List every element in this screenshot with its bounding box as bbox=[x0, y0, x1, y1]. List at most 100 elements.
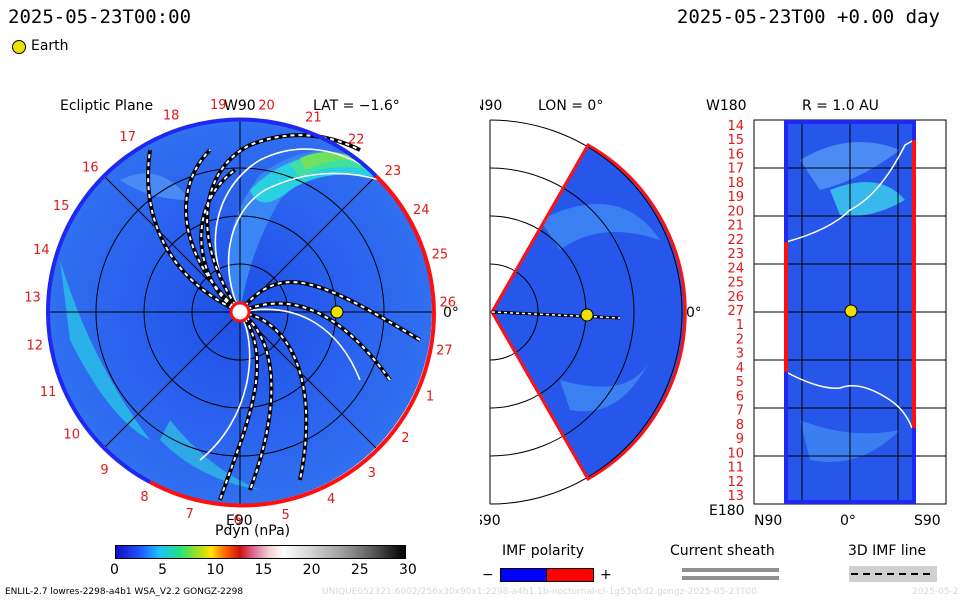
ecliptic-carrington-label: 8 bbox=[140, 490, 148, 505]
radial-y-tick: 1 bbox=[736, 318, 744, 333]
radial-y-tick: 6 bbox=[736, 389, 744, 404]
ecliptic-plane-plot: Ecliptic Plane W90 LAT = −1.6° E90 0° 19… bbox=[24, 98, 459, 529]
current-sheath-title: Current sheath bbox=[670, 543, 775, 559]
radial-y-tick: 14 bbox=[727, 119, 744, 134]
meridional-right-label: 0° bbox=[686, 305, 700, 321]
earth-legend-label: Earth bbox=[31, 38, 69, 54]
imf-line-title: 3D IMF line bbox=[848, 543, 927, 559]
ecliptic-carrington-label: 18 bbox=[163, 109, 180, 124]
imf-polarity-positive-swatch bbox=[546, 568, 594, 582]
radial-y-tick: 10 bbox=[727, 446, 744, 461]
colorbar-tick-label: 0 bbox=[110, 562, 119, 578]
current-sheath-line-1 bbox=[682, 568, 779, 572]
ecliptic-bottom-label: E90 bbox=[226, 513, 253, 529]
radial-x-tick-s90: S90 bbox=[914, 513, 941, 529]
ecliptic-carrington-label: 16 bbox=[82, 161, 99, 176]
earth-marker-ecliptic bbox=[330, 305, 344, 319]
radial-plot: W180 R = 1.0 AU E180 N90 0° S90 14151617… bbox=[706, 98, 947, 529]
radial-y-tick: 26 bbox=[727, 290, 744, 305]
ecliptic-carrington-label: 25 bbox=[432, 248, 449, 263]
radial-top-left: W180 bbox=[706, 98, 747, 114]
radial-x-tick-n90: N90 bbox=[754, 513, 782, 529]
radial-y-tick: 16 bbox=[727, 148, 744, 163]
radial-y-tick: 5 bbox=[736, 375, 744, 390]
ecliptic-carrington-label: 5 bbox=[281, 508, 289, 523]
radial-y-tick: 25 bbox=[727, 276, 744, 291]
colorbar-tick-label: 15 bbox=[254, 562, 273, 578]
ecliptic-carrington-label: 6 bbox=[233, 513, 241, 528]
radial-y-tick: 11 bbox=[727, 461, 744, 476]
radial-y-tick: 24 bbox=[727, 261, 744, 276]
colorbar-gradient bbox=[115, 545, 406, 559]
ecliptic-right-label: 0° bbox=[443, 305, 459, 321]
ecliptic-carrington-label: 20 bbox=[258, 99, 275, 114]
radial-y-tick: 27 bbox=[727, 304, 744, 319]
ecliptic-carrington-label: 2 bbox=[401, 431, 409, 446]
earth-marker-meridional bbox=[580, 308, 594, 322]
colorbar-tick-label: 30 bbox=[399, 562, 417, 578]
colorbar-tick-label: 20 bbox=[302, 562, 321, 578]
footer-run-id: UNIQUE052321:6002/256x30x90x1:2298-a4b1.… bbox=[322, 587, 757, 597]
header-right-time: 2025-05-23T00 +0.00 day bbox=[676, 6, 940, 28]
ecliptic-carrington-label: 9 bbox=[100, 463, 108, 478]
colorbar-tick-label: 25 bbox=[350, 562, 369, 578]
meridional-plot: N90 LON = 0° S90 0° bbox=[480, 98, 700, 529]
radial-y-tick: 21 bbox=[727, 219, 744, 234]
ecliptic-carrington-label: 22 bbox=[348, 133, 365, 148]
ecliptic-carrington-label: 19 bbox=[210, 98, 227, 113]
earth-legend-marker bbox=[12, 40, 26, 54]
radial-y-tick: 8 bbox=[736, 418, 744, 433]
radial-y-tick: 2 bbox=[736, 333, 744, 348]
footer-model: ENLIL-2.7 lowres-2298-a4b1 WSA_V2.2 GONG… bbox=[5, 587, 244, 597]
ecliptic-carrington-label: 23 bbox=[385, 164, 402, 179]
radial-y-tick: 3 bbox=[736, 347, 744, 362]
meridional-top-label: N90 bbox=[480, 98, 502, 114]
radial-title: R = 1.0 AU bbox=[802, 98, 879, 114]
ecliptic-carrington-label: 10 bbox=[63, 427, 80, 442]
ecliptic-carrington-label: 17 bbox=[119, 130, 136, 145]
ecliptic-carrington-label: 21 bbox=[305, 110, 322, 125]
ecliptic-carrington-label: 27 bbox=[436, 344, 453, 359]
ecliptic-carrington-label: 26 bbox=[440, 295, 457, 310]
header-left-time: 2025-05-23T00:00 bbox=[8, 6, 192, 28]
ecliptic-top-label: W90 bbox=[224, 98, 256, 114]
imf-line-swatch bbox=[849, 566, 937, 582]
imf-polarity-minus: − bbox=[482, 567, 494, 583]
ecliptic-carrington-label: 1 bbox=[426, 390, 434, 405]
current-sheath-line-2 bbox=[682, 576, 779, 580]
ecliptic-carrington-label: 4 bbox=[327, 492, 335, 507]
imf-polarity-negative-swatch bbox=[500, 568, 548, 582]
radial-y-tick: 7 bbox=[736, 404, 744, 419]
radial-y-tick: 20 bbox=[727, 204, 744, 219]
ecliptic-lat-label: LAT = −1.6° bbox=[313, 98, 400, 114]
ecliptic-carrington-label: 13 bbox=[24, 291, 41, 306]
radial-y-tick: 19 bbox=[727, 190, 744, 205]
ecliptic-carrington-label: 24 bbox=[413, 203, 430, 218]
footer-date: 2025-05-23 bbox=[912, 587, 960, 597]
radial-y-tick: 15 bbox=[727, 133, 744, 148]
meridional-title: LON = 0° bbox=[538, 98, 603, 114]
radial-y-tick: 17 bbox=[727, 162, 744, 177]
colorbar-tick-label: 10 bbox=[206, 562, 225, 578]
radial-y-tick: 23 bbox=[727, 247, 744, 262]
radial-y-tick: 9 bbox=[736, 432, 744, 447]
ecliptic-carrington-label: 12 bbox=[27, 339, 44, 354]
colorbar-title: Pdyn (nPa) bbox=[215, 523, 291, 539]
imf-polarity-title: IMF polarity bbox=[502, 543, 585, 559]
radial-y-tick: 18 bbox=[727, 176, 744, 191]
radial-x-tick-0: 0° bbox=[840, 513, 856, 529]
earth-marker-radial bbox=[844, 304, 858, 318]
ecliptic-carrington-label: 15 bbox=[53, 199, 70, 214]
radial-y-tick: 4 bbox=[736, 361, 744, 376]
meridional-bottom-label: S90 bbox=[480, 513, 501, 529]
imf-polarity-plus: + bbox=[600, 567, 612, 583]
colorbar-tick-label: 5 bbox=[158, 562, 168, 578]
radial-y-tick: 22 bbox=[727, 233, 744, 248]
ecliptic-carrington-label: 7 bbox=[186, 507, 194, 522]
ecliptic-carrington-label: 3 bbox=[368, 466, 376, 481]
radial-y-tick: 12 bbox=[727, 475, 744, 490]
ecliptic-carrington-label: 11 bbox=[40, 385, 57, 400]
radial-bottom-left: E180 bbox=[709, 503, 745, 519]
ecliptic-title: Ecliptic Plane bbox=[60, 98, 153, 114]
ecliptic-carrington-label: 14 bbox=[33, 243, 50, 258]
